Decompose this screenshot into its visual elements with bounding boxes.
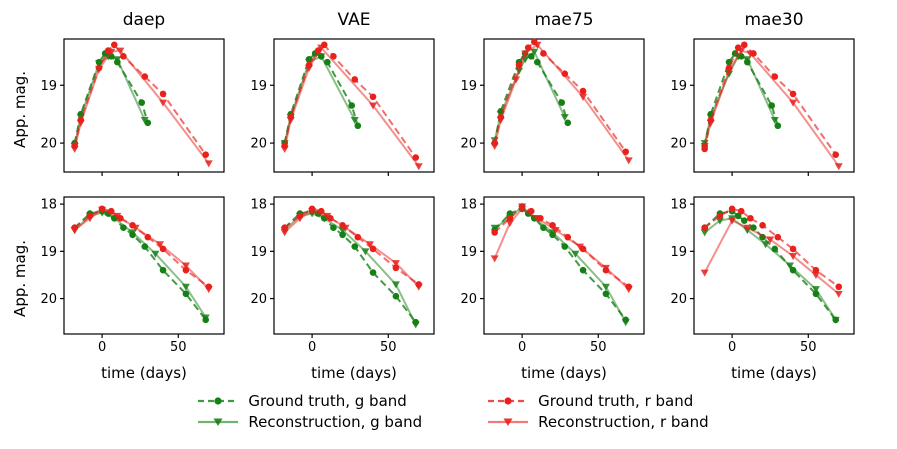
subplot-vae-example1: 19 20 — [242, 34, 452, 184]
legend-label-ground-truth-r: Ground truth, r band — [538, 392, 694, 410]
subplot-vae-example2: 0 50 18 19 20 — [242, 192, 452, 364]
svg-text:20: 20 — [460, 137, 477, 152]
column-title-mae30: mae30 — [744, 10, 804, 30]
svg-text:19: 19 — [460, 245, 477, 260]
legend-label-reconstruction-g: Reconstruction, g band — [248, 413, 423, 431]
svg-text:19: 19 — [40, 79, 57, 94]
svg-text:20: 20 — [250, 137, 267, 152]
x-axis-label-mae30: time (days) — [731, 364, 817, 382]
svg-text:19: 19 — [250, 245, 267, 260]
svg-text:20: 20 — [250, 292, 267, 307]
subplot-mae30-example1: 19 20 — [662, 34, 872, 184]
x-axis-labels: time (days) time (days) time (days) time… — [8, 364, 897, 384]
svg-text:19: 19 — [670, 245, 687, 260]
column-title-daep: daep — [122, 10, 166, 30]
svg-text:20: 20 — [670, 292, 687, 307]
y-axis-label-text: App. mag. — [11, 70, 29, 148]
subplot-daep-example1: 19 20 — [32, 34, 242, 184]
legend-label-ground-truth-g: Ground truth, g band — [248, 392, 407, 410]
legend-item-ground-truth-g: Ground truth, g band — [196, 392, 422, 410]
column-title-mae75: mae75 — [534, 10, 594, 30]
svg-text:50: 50 — [170, 340, 187, 355]
svg-text:20: 20 — [670, 137, 687, 152]
solid-line-triangle-marker-icon — [486, 414, 530, 430]
x-axis-label-daep: time (days) — [101, 364, 187, 382]
y-axis-label-row1: App. mag. — [8, 34, 32, 184]
svg-text:0: 0 — [98, 340, 106, 355]
title-row-spacer — [8, 8, 32, 34]
svg-text:19: 19 — [250, 79, 267, 94]
svg-text:50: 50 — [590, 340, 607, 355]
svg-text:19: 19 — [460, 79, 477, 94]
subplot-mae30-example2: 0 50 18 19 20 — [662, 192, 872, 364]
svg-text:50: 50 — [800, 340, 817, 355]
svg-text:18: 18 — [250, 198, 267, 213]
svg-text:18: 18 — [40, 198, 57, 213]
y-axis-label-text: App. mag. — [11, 239, 29, 317]
svg-text:50: 50 — [380, 340, 397, 355]
svg-text:0: 0 — [728, 340, 736, 355]
legend-item-reconstruction-r: Reconstruction, r band — [486, 413, 709, 431]
dashed-line-circle-marker-icon — [196, 393, 240, 409]
chart-row-example-2: App. mag. 0 50 18 19 20 0 50 18 19 20 0 50 18 19 20 … — [8, 192, 897, 364]
chart-row-example-1: App. mag. 19 20 19 20 19 20 19 20 — [8, 34, 897, 184]
legend-grid: Ground truth, g band Ground truth, r ban… — [196, 392, 709, 431]
x-axis-label-vae: time (days) — [311, 364, 397, 382]
svg-text:0: 0 — [308, 340, 316, 355]
legend: Ground truth, g band Ground truth, r ban… — [8, 392, 897, 431]
legend-label-reconstruction-r: Reconstruction, r band — [538, 413, 709, 431]
svg-text:20: 20 — [460, 292, 477, 307]
column-title-vae: VAE — [337, 10, 371, 30]
svg-text:20: 20 — [40, 292, 57, 307]
column-titles: daep VAE mae75 mae30 — [8, 8, 897, 34]
legend-item-reconstruction-g: Reconstruction, g band — [196, 413, 422, 431]
legend-item-ground-truth-r: Ground truth, r band — [486, 392, 708, 410]
solid-line-triangle-marker-icon — [196, 414, 240, 430]
subplot-mae75-example2: 0 50 18 19 20 — [452, 192, 662, 364]
subplot-daep-example2: 0 50 18 19 20 — [32, 192, 242, 364]
svg-text:20: 20 — [40, 137, 57, 152]
x-axis-label-mae75: time (days) — [521, 364, 607, 382]
svg-text:18: 18 — [670, 198, 687, 213]
svg-text:19: 19 — [40, 245, 57, 260]
subplot-mae75-example1: 19 20 — [452, 34, 662, 184]
y-axis-label-row2: App. mag. — [8, 192, 32, 364]
svg-text:19: 19 — [670, 79, 687, 94]
svg-text:0: 0 — [518, 340, 526, 355]
svg-text:18: 18 — [460, 198, 477, 213]
xlabel-row-spacer — [8, 364, 32, 384]
dashed-line-circle-marker-icon — [486, 393, 530, 409]
